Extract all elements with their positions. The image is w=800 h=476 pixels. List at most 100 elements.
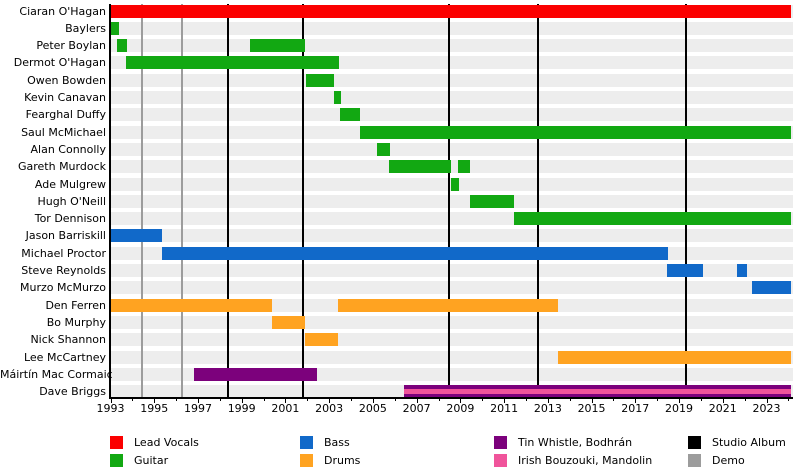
- member-row-band: [109, 160, 793, 174]
- legend-label: Studio Album: [712, 436, 786, 449]
- member-label: Michael Proctor: [21, 246, 106, 260]
- member-label: Dermot O'Hagan: [13, 56, 106, 70]
- member-label: Ciaran O'Hagan: [19, 4, 106, 18]
- member-label: Jason Barriskill: [25, 229, 106, 243]
- axis-tick: [307, 398, 309, 401]
- member-label: Steve Reynolds: [21, 264, 106, 277]
- year-tick-label: 1997: [183, 402, 212, 415]
- member-row-band: [109, 333, 793, 347]
- legend-label: Guitar: [134, 454, 169, 467]
- axis-tick: [766, 398, 768, 403]
- axis-tick: [591, 398, 593, 403]
- timeline-bar: [110, 229, 162, 243]
- timeline-bar: [161, 246, 669, 260]
- member-label: Fearghal Duffy: [25, 108, 106, 122]
- member-row-band: [109, 39, 793, 53]
- timeline-bar: [306, 73, 334, 87]
- member-row-band: [109, 281, 793, 295]
- timeline-bar: [272, 315, 306, 329]
- timeline-bar: [377, 142, 391, 156]
- member-label: Kevin Canavan: [24, 91, 106, 104]
- legend-swatch-orange: [300, 454, 313, 467]
- timeline-bar: [513, 212, 791, 226]
- timeline-bar: [125, 56, 339, 70]
- legend-label: Lead Vocals: [134, 436, 199, 449]
- year-tick-label: 1995: [140, 402, 169, 415]
- member-label: Murzo McMurzo: [19, 281, 106, 295]
- year-tick-label: 2011: [490, 402, 519, 415]
- axis-tick: [285, 398, 287, 403]
- axis-tick: [197, 398, 199, 403]
- timeline-bar: [117, 39, 127, 53]
- legend-swatch-green: [110, 454, 123, 467]
- axis-tick: [525, 398, 527, 401]
- member-label: Tor Dennison: [34, 212, 106, 226]
- member-label: Alan Connolly: [30, 142, 107, 156]
- timeline-bar: [193, 367, 318, 381]
- legend-label: Tin Whistle, Bodhrán: [518, 436, 633, 449]
- year-tick-label: 2009: [446, 402, 475, 415]
- member-label: Dave Briggs: [39, 385, 106, 399]
- member-label: Nick Shannon: [30, 333, 106, 347]
- axis-tick: [504, 398, 506, 403]
- timeline-bar: [389, 160, 451, 174]
- legend-label: Bass: [324, 436, 350, 449]
- axis-tick: [241, 398, 243, 403]
- member-label: Ade Mulgrew: [34, 177, 106, 191]
- axis-tick: [416, 398, 418, 403]
- timeline-bar: [557, 350, 791, 364]
- member-label: Owen Bowden: [27, 73, 106, 87]
- demo-release-line: [181, 4, 183, 398]
- legend-swatch-red: [110, 436, 123, 449]
- legend-label: Demo: [712, 454, 745, 467]
- studio-album-line: [447, 4, 450, 398]
- timeline-bar: [458, 160, 471, 174]
- member-row-band: [109, 315, 793, 329]
- member-row-band: [109, 229, 793, 243]
- timeline-bar: [667, 264, 704, 277]
- timeline-bar: [337, 298, 558, 312]
- timeline-bar: [305, 333, 338, 347]
- year-tick-label: 2003: [315, 402, 344, 415]
- member-label: Baylers: [65, 21, 106, 35]
- axis-tick: [263, 398, 265, 401]
- legend-swatch-gray: [688, 454, 701, 467]
- axis-tick: [110, 398, 112, 403]
- axis-tick: [744, 398, 746, 401]
- legend-swatch-black: [688, 436, 701, 449]
- studio-album-line: [301, 4, 304, 398]
- timeline-bar: [333, 91, 342, 104]
- year-tick-label: 2023: [752, 402, 781, 415]
- axis-tick: [679, 398, 681, 403]
- year-tick-label: 1993: [96, 402, 125, 415]
- studio-album-line: [536, 4, 539, 398]
- member-label: Lee McCartney: [23, 350, 106, 364]
- axis-tick: [569, 398, 571, 401]
- axis-tick: [635, 398, 637, 403]
- member-label: Hugh O'Neill: [37, 194, 106, 208]
- timeline-bar: [470, 194, 514, 208]
- axis-tick: [722, 398, 724, 403]
- axis-tick: [700, 398, 702, 401]
- axis-tick: [219, 398, 221, 401]
- y-axis-line: [109, 4, 111, 398]
- member-row-band: [109, 194, 793, 208]
- legend-swatch-purple: [494, 436, 507, 449]
- member-label: Bo Murphy: [46, 315, 106, 329]
- member-row-band: [109, 142, 793, 156]
- legend-swatch-blue: [300, 436, 313, 449]
- member-label: Saul McMichael: [21, 125, 106, 139]
- axis-tick: [132, 398, 134, 401]
- demo-release-line: [140, 4, 143, 398]
- axis-tick: [547, 398, 549, 403]
- timeline-bar: [752, 281, 791, 295]
- timeline-bar: [250, 39, 306, 53]
- member-row-band: [109, 264, 793, 277]
- timeline-bar: [340, 108, 360, 122]
- year-tick-label: 1999: [227, 402, 256, 415]
- member-row-band: [109, 91, 793, 104]
- axis-tick: [176, 398, 178, 401]
- year-tick-label: 2015: [577, 402, 606, 415]
- member-row-band: [109, 108, 793, 122]
